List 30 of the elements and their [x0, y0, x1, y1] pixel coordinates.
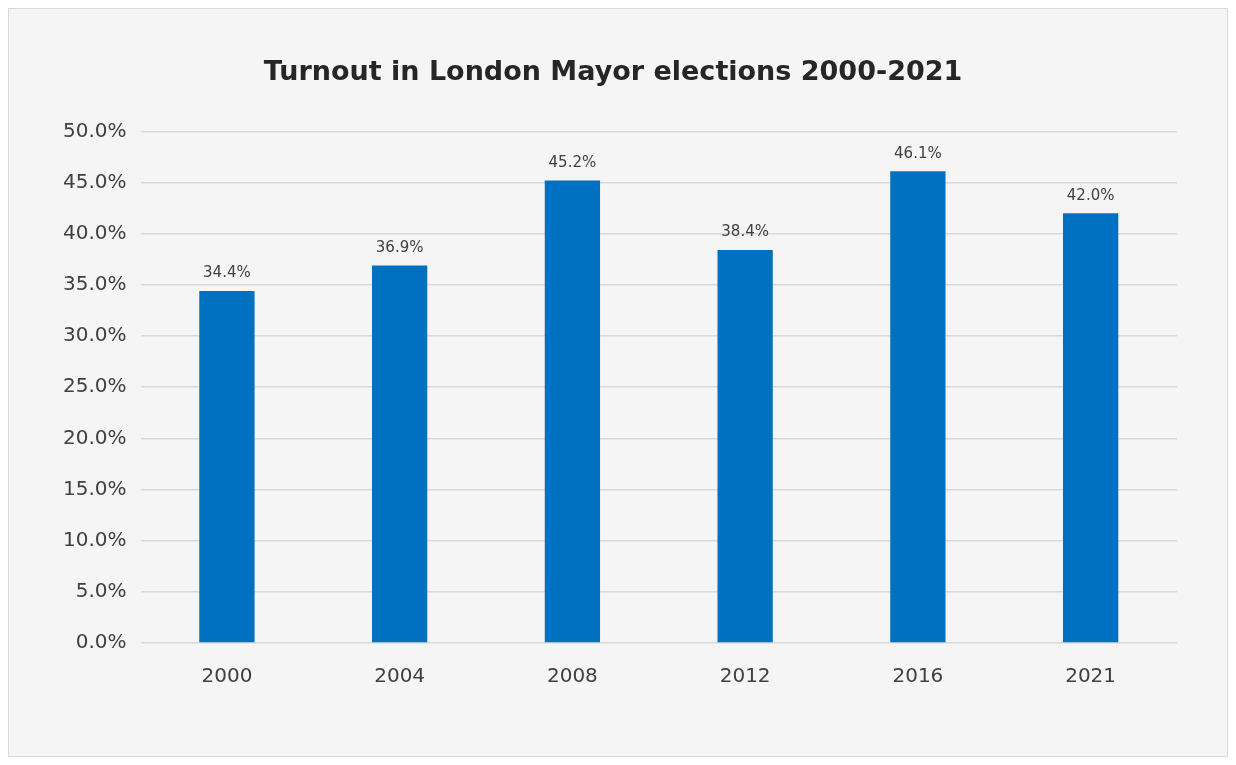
x-tick-label: 2021	[1065, 663, 1117, 688]
x-tick-label: 2000	[201, 663, 253, 688]
data-label: 38.4%	[721, 222, 769, 241]
bar	[544, 180, 601, 643]
x-tick-label: 2008	[546, 663, 598, 688]
chart-title: Turnout in London Mayor elections 2000-2021	[263, 55, 963, 87]
y-tick-label: 10.0%	[62, 526, 127, 551]
y-tick-label: 50.0%	[62, 117, 127, 142]
data-label: 36.9%	[375, 237, 424, 256]
x-tick-label: 2012	[719, 663, 771, 688]
x-tick-label: 2016	[892, 663, 944, 688]
bar	[1062, 213, 1119, 643]
y-tick-label: 30.0%	[62, 322, 127, 347]
data-label: 42.0%	[1066, 185, 1115, 204]
y-tick-label: 0.0%	[75, 629, 127, 654]
y-tick-label: 25.0%	[62, 373, 127, 398]
y-tick-label: 40.0%	[62, 219, 127, 244]
y-tick-label: 15.0%	[62, 475, 127, 500]
bar	[199, 291, 255, 643]
y-tick-label: 5.0%	[75, 578, 127, 603]
y-tick-label: 35.0%	[62, 271, 127, 296]
data-label: 34.4%	[203, 263, 251, 282]
bar	[890, 171, 946, 643]
data-label: 46.1%	[894, 143, 942, 162]
bar	[372, 265, 428, 643]
bar	[717, 250, 773, 643]
y-tick-label: 45.0%	[62, 168, 127, 193]
x-tick-label: 2004	[374, 663, 426, 688]
y-tick-label: 20.0%	[62, 424, 127, 449]
data-label: 45.2%	[548, 152, 597, 171]
